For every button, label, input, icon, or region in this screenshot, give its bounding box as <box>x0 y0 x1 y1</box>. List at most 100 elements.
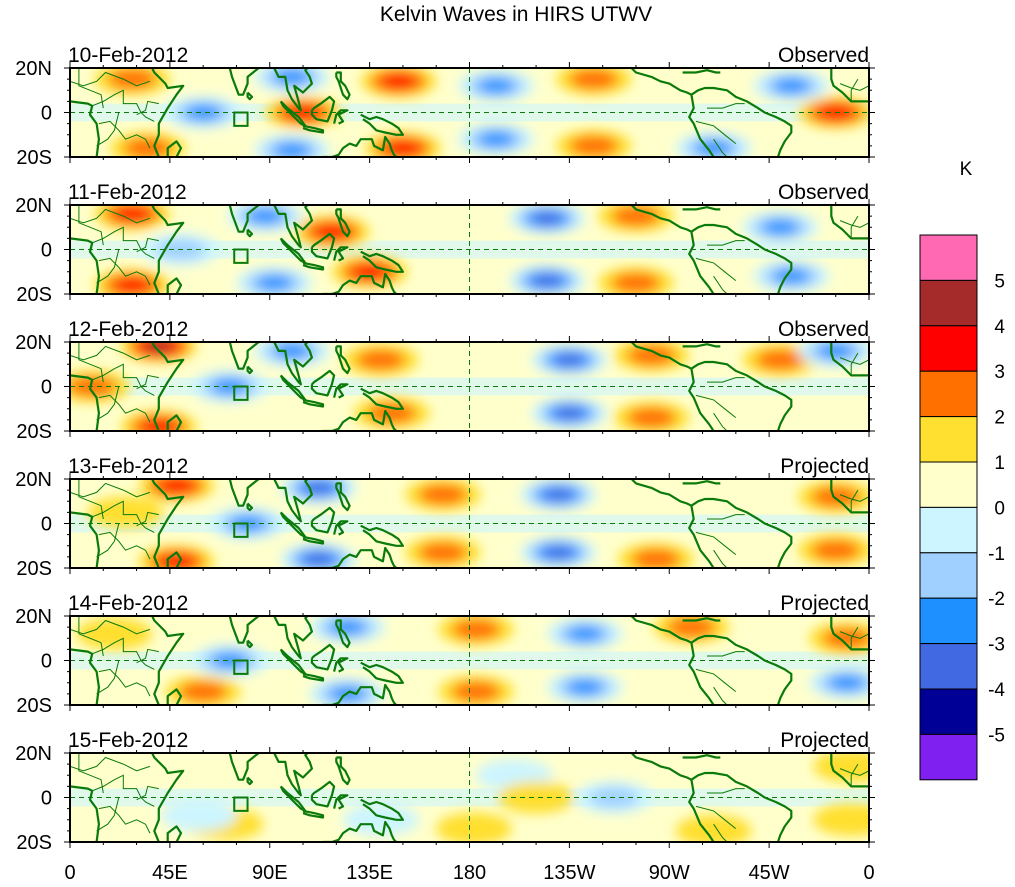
coastline <box>323 820 398 842</box>
country-border <box>839 631 869 639</box>
coastline <box>70 237 101 294</box>
coastline <box>360 798 404 821</box>
country-border <box>695 531 737 555</box>
country-border <box>839 494 869 502</box>
country-border <box>695 394 737 418</box>
coastline <box>227 753 261 781</box>
coastline <box>279 511 307 539</box>
y-tick-label: 0 <box>41 651 52 673</box>
anomaly-contour <box>418 484 468 505</box>
coastline <box>279 374 307 401</box>
coastlines <box>70 479 869 568</box>
anomaly-contour <box>543 488 573 501</box>
coastline <box>166 277 183 294</box>
coastline <box>279 100 307 127</box>
y-tick-label: 20N <box>15 606 52 628</box>
anomaly-contour <box>211 652 248 669</box>
anomaly-contour <box>762 219 799 235</box>
coastline <box>166 140 183 157</box>
coastline <box>682 617 721 622</box>
country-border <box>707 788 745 794</box>
country-border <box>70 619 151 635</box>
colorbar-swatch <box>919 733 978 781</box>
anomaly-contour <box>813 803 869 836</box>
coastline <box>166 825 183 842</box>
country-border <box>839 768 869 776</box>
country-border <box>707 103 745 109</box>
anomaly-contour <box>144 342 174 353</box>
coastline <box>682 480 721 485</box>
panel-status-label: Projected <box>780 729 869 752</box>
x-tick-label: 45W <box>749 862 790 884</box>
country-border <box>850 763 859 787</box>
colorbar-swatch <box>919 370 978 418</box>
coastline <box>688 94 715 157</box>
coastline <box>310 369 336 397</box>
anomaly-contour <box>631 548 681 568</box>
country-border <box>96 249 120 284</box>
anomaly-contour <box>76 617 153 650</box>
coastline <box>70 785 101 842</box>
coastline <box>630 479 793 568</box>
anomaly-contour <box>273 343 310 359</box>
y-tick-label: 20N <box>15 332 52 354</box>
coastline <box>166 551 183 568</box>
panels: 20N 0 20S 10-Feb-2012 Observed 20N 0 20S 11-Feb-… <box>15 44 875 854</box>
coastline <box>166 688 183 705</box>
country-border <box>92 637 155 670</box>
coastline <box>310 506 336 534</box>
colorbar-swatch <box>919 552 978 599</box>
country-border <box>850 352 859 376</box>
country-border <box>839 83 869 91</box>
country-border <box>707 240 745 246</box>
country-border <box>839 357 869 365</box>
anomaly-contour <box>773 78 810 94</box>
coastline <box>279 237 307 264</box>
coastline <box>335 756 351 786</box>
country-border <box>713 138 728 157</box>
coastline <box>830 479 869 514</box>
anomaly-contour <box>211 378 248 395</box>
anomaly-contour <box>70 376 117 397</box>
country-border <box>695 257 737 281</box>
coastline <box>273 753 313 797</box>
country-border <box>92 774 155 807</box>
coastline <box>830 616 869 651</box>
coastline <box>310 232 336 260</box>
country-border <box>78 616 104 657</box>
anomaly-contour <box>543 546 573 559</box>
panel-date-label: 14-Feb-2012 <box>68 592 188 615</box>
coastline <box>333 109 349 125</box>
country-border <box>850 489 859 513</box>
y-tick-label: 20S <box>16 421 52 443</box>
y-tick-label: 20S <box>16 832 52 854</box>
country-border <box>96 660 120 695</box>
coastline <box>630 342 793 431</box>
colorbar-label: -4 <box>988 680 1005 701</box>
colorbar-unit: K <box>960 159 973 180</box>
country-border <box>92 89 155 122</box>
country-border <box>695 805 737 829</box>
coastline <box>70 100 101 157</box>
panel: 20N 0 20S 14-Feb-2012 Projected <box>15 592 875 717</box>
country-border <box>98 257 151 286</box>
anomaly-contour <box>773 268 810 284</box>
x-tick-label: 135W <box>543 862 595 884</box>
anomaly-contour <box>158 479 195 494</box>
coastline <box>323 135 398 157</box>
coastline <box>335 619 351 649</box>
panel: 20N 0 20S 12-Feb-2012 Observed <box>15 318 875 443</box>
country-border <box>136 648 159 664</box>
country-border <box>850 626 859 650</box>
coastline <box>227 616 261 644</box>
coastline <box>323 272 398 294</box>
x-axis: 0 45E 90E 135E 180 135W 90W 45W 0 <box>64 862 874 884</box>
country-border <box>96 523 120 558</box>
anomaly-contour <box>304 553 333 566</box>
country-border <box>70 208 151 224</box>
coastline <box>688 231 715 294</box>
coastline <box>246 228 254 238</box>
coastlines <box>70 68 869 157</box>
colorbar-label: 0 <box>994 498 1005 519</box>
